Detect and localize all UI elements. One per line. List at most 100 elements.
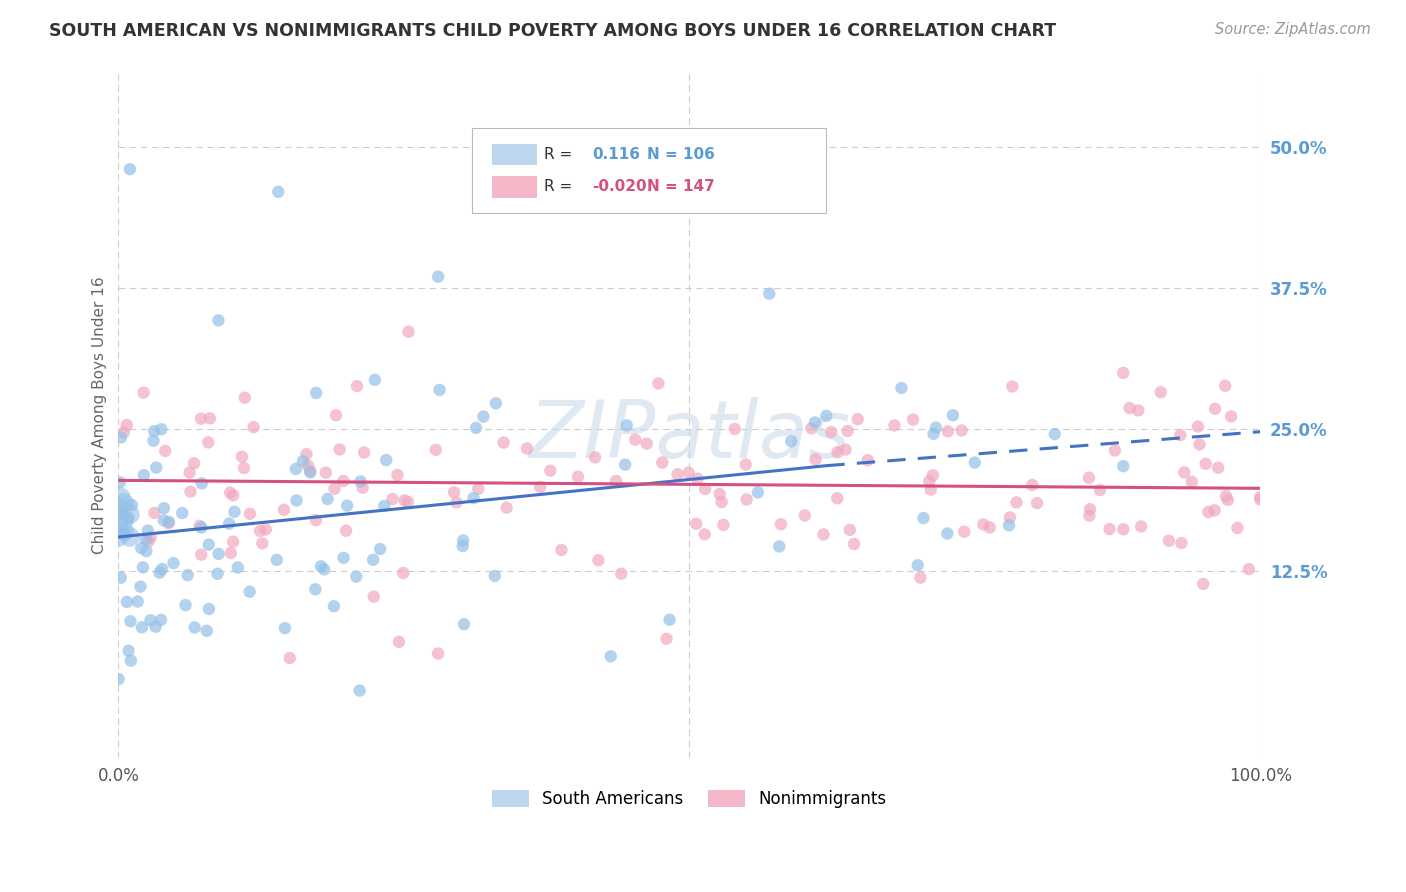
Point xyxy=(425,442,447,457)
Point xyxy=(219,485,242,500)
Point xyxy=(616,418,638,433)
Point xyxy=(218,516,240,531)
Point xyxy=(1192,577,1215,591)
Point xyxy=(363,590,385,604)
Point xyxy=(375,453,398,467)
Point xyxy=(191,476,214,491)
Point xyxy=(979,520,1001,534)
Point xyxy=(174,598,197,612)
Point xyxy=(1187,419,1209,434)
Point xyxy=(329,442,352,457)
Point xyxy=(1173,466,1195,480)
Point xyxy=(446,495,468,509)
Point xyxy=(1157,533,1180,548)
Point xyxy=(323,599,346,614)
Point xyxy=(920,483,942,497)
Point xyxy=(953,524,976,539)
FancyBboxPatch shape xyxy=(492,144,537,165)
Point xyxy=(793,508,815,523)
Point xyxy=(118,530,141,544)
Text: SOUTH AMERICAN VS NONIMMIGRANTS CHILD POVERTY AMONG BOYS UNDER 16 CORRELATION CH: SOUTH AMERICAN VS NONIMMIGRANTS CHILD PO… xyxy=(49,22,1056,40)
Point xyxy=(907,558,929,573)
Point xyxy=(108,475,131,490)
Point xyxy=(188,518,211,533)
Point xyxy=(112,524,135,539)
Point xyxy=(936,526,959,541)
Point xyxy=(599,649,621,664)
Point xyxy=(485,396,508,410)
Point xyxy=(922,426,945,441)
Point xyxy=(207,547,229,561)
Point xyxy=(219,546,242,560)
Point xyxy=(172,506,194,520)
Point xyxy=(427,647,450,661)
Point xyxy=(1195,457,1218,471)
Point xyxy=(834,442,856,457)
Point xyxy=(529,480,551,494)
Point xyxy=(373,499,395,513)
Point xyxy=(315,466,337,480)
Point xyxy=(678,466,700,480)
Point xyxy=(132,468,155,483)
Point xyxy=(110,571,132,585)
Point xyxy=(392,566,415,580)
Point xyxy=(820,425,842,439)
Point xyxy=(110,430,132,444)
Point xyxy=(724,422,747,436)
Point xyxy=(346,379,368,393)
Point xyxy=(918,474,941,488)
Point xyxy=(299,466,322,480)
Point xyxy=(299,464,322,478)
Point xyxy=(1197,505,1219,519)
Point xyxy=(222,534,245,549)
Point xyxy=(162,556,184,570)
Point xyxy=(1001,379,1024,393)
Point xyxy=(107,518,129,533)
Point xyxy=(686,472,709,486)
Point xyxy=(998,518,1021,533)
Point xyxy=(813,527,835,541)
Point xyxy=(429,383,451,397)
Point xyxy=(107,501,129,516)
Point xyxy=(1128,403,1150,417)
Point xyxy=(278,651,301,665)
Point xyxy=(177,568,200,582)
Point xyxy=(226,560,249,574)
Point xyxy=(121,498,143,512)
Point xyxy=(349,475,371,489)
Point xyxy=(266,553,288,567)
Point xyxy=(242,420,264,434)
Point xyxy=(605,474,627,488)
Point xyxy=(190,548,212,562)
Point xyxy=(610,566,633,581)
Point xyxy=(1150,385,1173,400)
Point xyxy=(233,391,256,405)
Point xyxy=(325,409,347,423)
Point xyxy=(1078,502,1101,516)
Point xyxy=(323,482,346,496)
Point xyxy=(1220,409,1243,424)
Point xyxy=(132,560,155,574)
Point xyxy=(267,185,290,199)
Point xyxy=(472,409,495,424)
Point xyxy=(1088,483,1111,497)
Point xyxy=(305,513,328,527)
Point xyxy=(233,461,256,475)
Point xyxy=(131,620,153,634)
Point xyxy=(135,533,157,547)
Point xyxy=(1118,401,1140,415)
Point xyxy=(1112,366,1135,380)
Point xyxy=(1188,437,1211,451)
Point xyxy=(295,447,318,461)
Point xyxy=(1112,522,1135,536)
Point xyxy=(207,566,229,581)
Point xyxy=(636,436,658,450)
Point xyxy=(150,422,173,436)
Point xyxy=(910,571,932,585)
Point xyxy=(284,462,307,476)
Point xyxy=(138,534,160,549)
Point xyxy=(148,566,170,580)
Point xyxy=(1104,443,1126,458)
Point xyxy=(291,454,314,468)
Point xyxy=(222,488,245,502)
